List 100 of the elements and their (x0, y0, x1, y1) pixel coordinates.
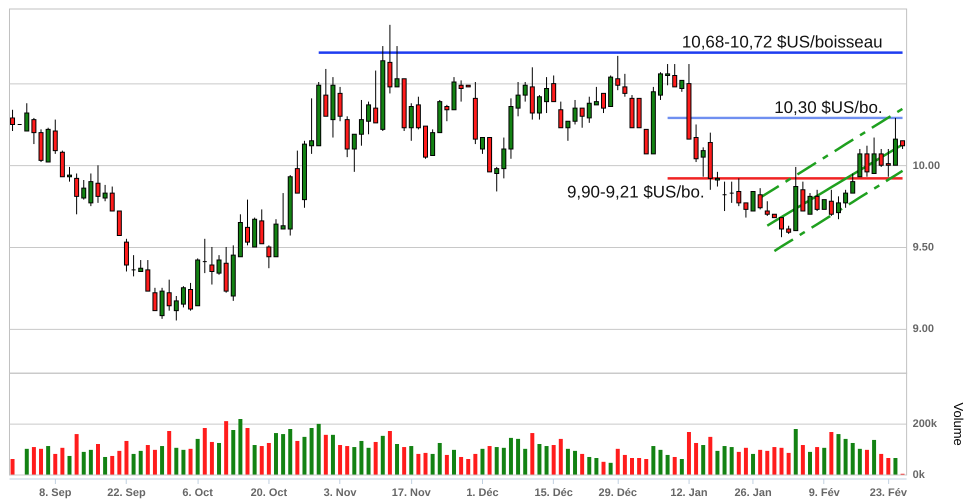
x-tick-label: 12. Jan (670, 486, 708, 499)
bar (231, 430, 236, 475)
bar (836, 434, 840, 475)
bar (395, 444, 400, 475)
candlestick (338, 86, 343, 122)
bar (459, 456, 464, 475)
bar (388, 431, 392, 475)
candlestick (878, 148, 884, 168)
bar (444, 454, 449, 475)
candlestick (580, 108, 585, 128)
bar (366, 448, 371, 475)
candlestick (700, 146, 706, 178)
candlestick (444, 104, 450, 122)
bar (246, 428, 250, 475)
bar (238, 419, 242, 475)
candlestick (694, 124, 699, 163)
candlestick (458, 80, 464, 102)
x-tick-label: 17. Nov (392, 486, 432, 499)
bar (10, 459, 15, 475)
bar (594, 458, 598, 475)
bar (844, 438, 848, 475)
bar (744, 448, 748, 475)
bar (324, 434, 328, 475)
candlestick (672, 64, 678, 88)
bar (338, 445, 342, 475)
series-label: 9,90-9,21 $US/bo. (566, 182, 705, 202)
x-tick-label: 9. Fév (808, 486, 841, 499)
candlestick (750, 190, 756, 212)
candlestick (124, 238, 129, 272)
y-tick-label: 10.00 (912, 160, 940, 172)
bar (886, 458, 890, 475)
bar (196, 438, 200, 475)
candlestick (352, 134, 357, 172)
x-tick-label: 26. Jan (734, 486, 772, 499)
bar (736, 452, 741, 475)
bar (295, 440, 300, 475)
candlestick (10, 109, 16, 132)
bar (82, 452, 86, 475)
bar (146, 445, 150, 475)
bar (608, 462, 613, 475)
bar (672, 456, 677, 475)
x-tick-label: 15. Déc (534, 486, 573, 499)
candlestick (245, 199, 250, 246)
bar (359, 440, 364, 475)
candlestick (864, 145, 870, 178)
bar (416, 454, 420, 475)
candlestick (74, 172, 80, 215)
candlestick (366, 101, 372, 135)
bar (68, 456, 72, 475)
bar (651, 446, 656, 475)
candlestick (836, 196, 841, 220)
candlestick (81, 180, 86, 200)
candlestick (516, 82, 521, 117)
bar (430, 454, 435, 475)
candlestick (323, 68, 328, 117)
candlestick (266, 244, 272, 269)
bar (808, 452, 812, 475)
bar (380, 436, 385, 475)
bar (800, 445, 805, 475)
bar (516, 438, 520, 475)
bar (850, 442, 855, 475)
bar (587, 456, 592, 475)
candlestick (758, 188, 763, 210)
bar (53, 454, 58, 475)
bar (658, 450, 662, 475)
x-tick-label: 1. Déc (466, 486, 499, 499)
bar (566, 448, 570, 475)
candlestick (714, 171, 720, 188)
bar (202, 428, 207, 475)
candlestick (408, 102, 414, 142)
candlestick (572, 99, 578, 125)
bar (537, 444, 542, 475)
bar (680, 459, 684, 475)
candlestick (558, 101, 564, 128)
candlestick (309, 98, 314, 154)
candlestick (280, 192, 286, 230)
bar (644, 459, 648, 475)
bar (580, 454, 584, 475)
bar (552, 445, 556, 475)
bar (858, 448, 862, 475)
bar (39, 448, 44, 475)
y-axis-title: Volume (950, 402, 964, 446)
bar (402, 447, 406, 475)
candlestick (188, 282, 194, 312)
bar (864, 450, 869, 475)
candlestick (800, 181, 806, 212)
candlestick (886, 148, 891, 178)
candlestick (679, 80, 684, 92)
bar (686, 432, 691, 475)
bar (409, 446, 414, 475)
bar (722, 446, 727, 475)
bar (573, 450, 578, 475)
candlestick (622, 73, 628, 98)
candlestick (430, 128, 436, 156)
bar (751, 454, 756, 475)
candlestick (358, 99, 364, 146)
x-tick-label: 29. Déc (598, 486, 637, 499)
bar (288, 428, 292, 475)
candlestick (808, 192, 812, 215)
bar (110, 456, 114, 475)
